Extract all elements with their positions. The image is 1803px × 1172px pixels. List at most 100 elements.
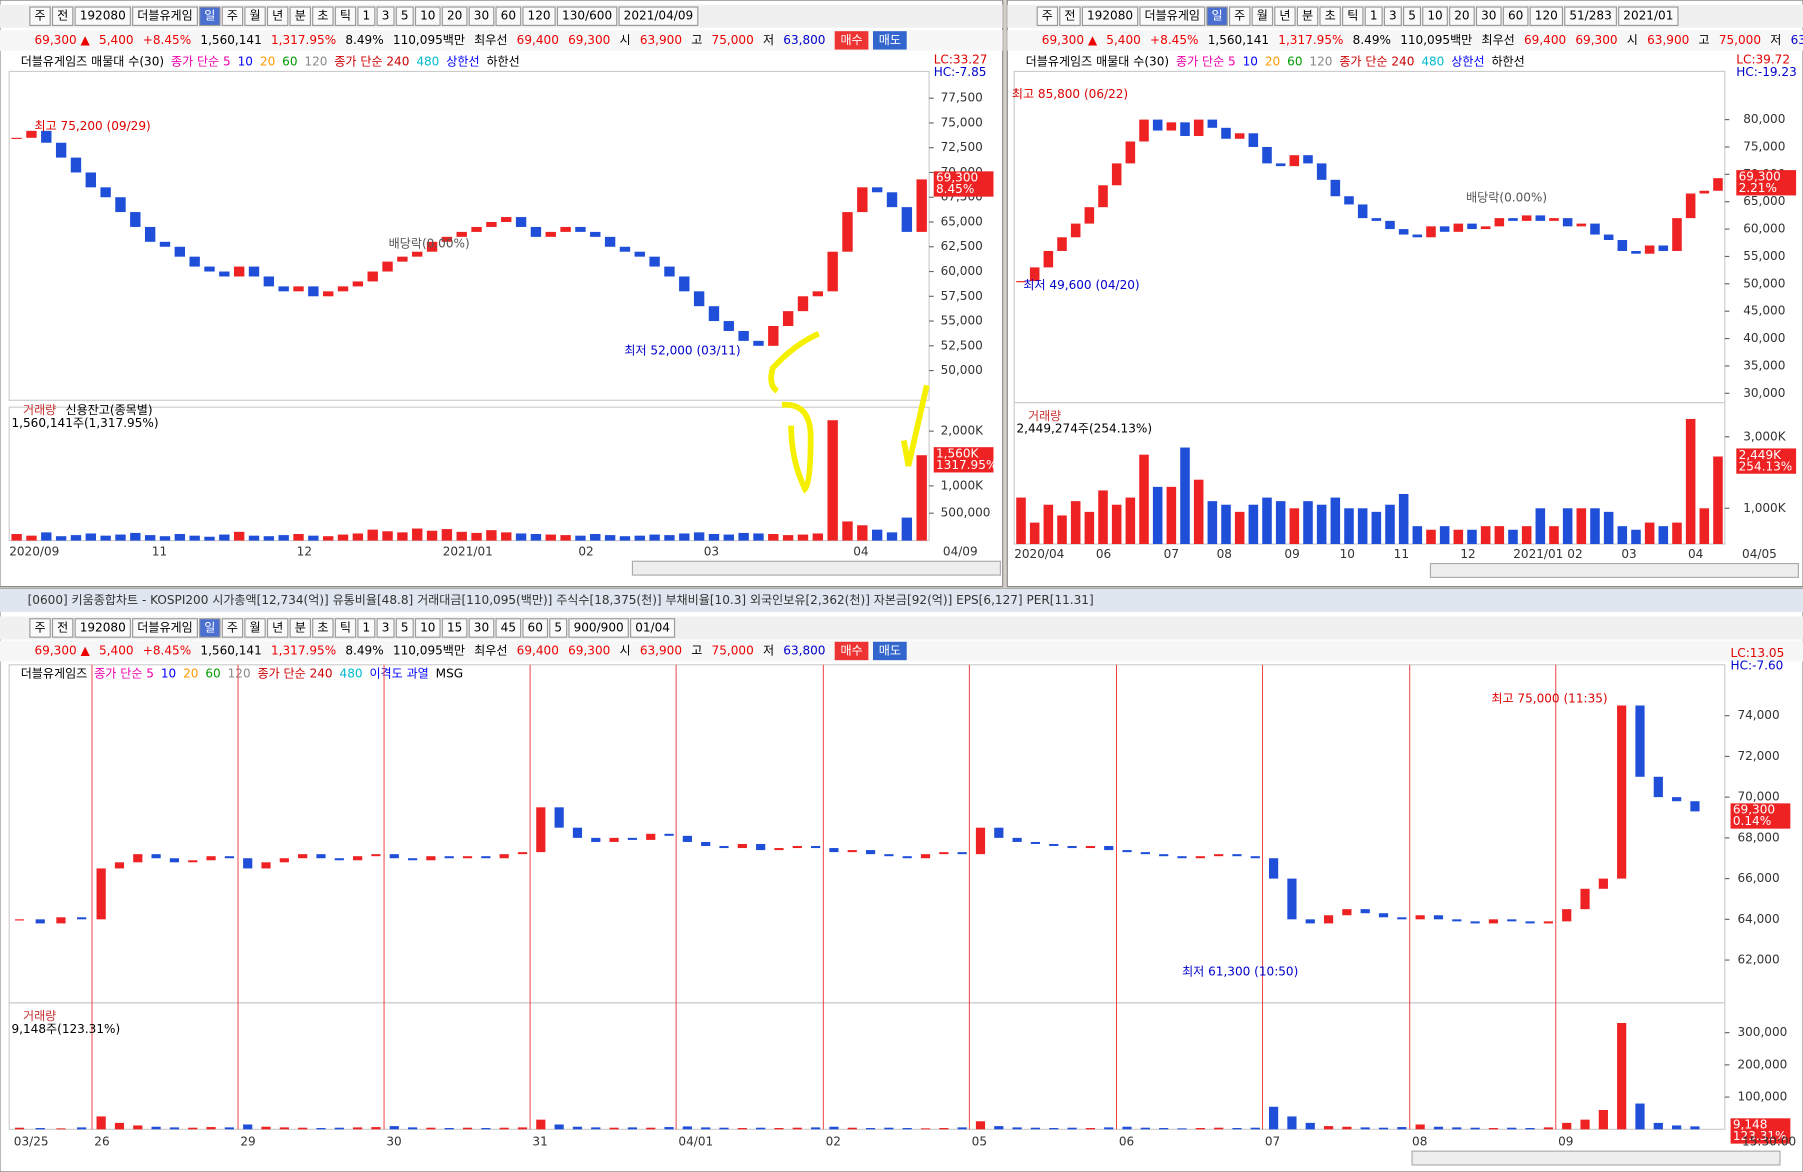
toolbar-button-box[interactable] bbox=[1081, 6, 1139, 27]
toolbar-button[interactable]: 5 bbox=[1408, 9, 1416, 23]
scrollbar[interactable] bbox=[1429, 563, 1799, 578]
toolbar-button[interactable]: 45 bbox=[501, 620, 516, 634]
toolbar-button[interactable]: 년 bbox=[272, 620, 283, 634]
toolbar-button[interactable]: 3 bbox=[382, 620, 390, 634]
toolbar-button-box[interactable] bbox=[312, 6, 334, 27]
toolbar-button-box[interactable] bbox=[29, 6, 51, 27]
toolbar-button-box[interactable] bbox=[199, 618, 221, 638]
toolbar-button-box[interactable] bbox=[244, 6, 266, 27]
toolbar-button-box[interactable] bbox=[357, 6, 376, 27]
toolbar-button-box[interactable] bbox=[1228, 6, 1251, 27]
toolbar-button[interactable]: 분 bbox=[295, 9, 306, 23]
toolbar-button[interactable]: 15 bbox=[447, 620, 462, 634]
toolbar-button[interactable]: 전 bbox=[57, 9, 68, 23]
toolbar-button-box[interactable] bbox=[1403, 6, 1422, 27]
toolbar-button-box[interactable] bbox=[1274, 6, 1296, 27]
toolbar-button[interactable]: 120 bbox=[528, 9, 551, 23]
toolbar-button-box[interactable] bbox=[74, 6, 131, 27]
toolbar-button-box[interactable] bbox=[441, 618, 468, 638]
toolbar-button-box[interactable] bbox=[51, 6, 74, 27]
toolbar-button-box[interactable] bbox=[1036, 6, 1059, 27]
toolbar-button[interactable]: 60 bbox=[501, 9, 516, 23]
toolbar-button-box[interactable] bbox=[1502, 6, 1529, 27]
toolbar-button[interactable]: 130/600 bbox=[562, 9, 612, 23]
toolbar-button-box[interactable] bbox=[522, 6, 556, 27]
toolbar-button-box[interactable] bbox=[334, 618, 357, 638]
order-button-box[interactable] bbox=[872, 31, 907, 50]
toolbar-button-box[interactable] bbox=[221, 6, 244, 27]
toolbar-button[interactable]: 월 bbox=[249, 620, 260, 634]
toolbar-button[interactable]: 1 bbox=[363, 9, 371, 23]
order-button-box[interactable] bbox=[834, 31, 869, 50]
toolbar-button[interactable]: 일 bbox=[204, 620, 215, 634]
toolbar-button[interactable]: 더블유게임 bbox=[137, 9, 193, 23]
toolbar-button[interactable]: 192080 bbox=[80, 620, 126, 634]
order-button[interactable]: 매수 bbox=[840, 643, 862, 657]
toolbar-button[interactable]: 20 bbox=[447, 9, 462, 23]
toolbar-button-box[interactable] bbox=[244, 618, 266, 638]
toolbar-button[interactable]: 더블유게임 bbox=[1145, 9, 1201, 23]
toolbar-button[interactable]: 20 bbox=[1454, 9, 1469, 23]
toolbar-button[interactable]: 분 bbox=[1302, 9, 1313, 23]
toolbar-button-box[interactable] bbox=[568, 618, 629, 638]
toolbar-button[interactable]: 주 bbox=[34, 9, 45, 23]
toolbar-button-box[interactable] bbox=[1206, 6, 1228, 27]
toolbar-button-box[interactable] bbox=[395, 6, 414, 27]
toolbar-button-box[interactable] bbox=[51, 618, 74, 638]
order-button[interactable]: 매수 bbox=[840, 33, 862, 47]
toolbar-button[interactable]: 60 bbox=[1508, 9, 1523, 23]
toolbar-button[interactable]: 초 bbox=[317, 620, 328, 634]
toolbar-button[interactable]: 2021/04/09 bbox=[624, 9, 694, 23]
scrollbar[interactable] bbox=[631, 560, 1001, 576]
toolbar-button-box[interactable] bbox=[618, 6, 699, 27]
toolbar-button-box[interactable] bbox=[334, 6, 357, 27]
order-button-box[interactable] bbox=[834, 641, 869, 661]
toolbar-button-box[interactable] bbox=[1364, 6, 1383, 27]
toolbar-button-box[interactable] bbox=[289, 618, 311, 638]
toolbar-button-box[interactable] bbox=[266, 6, 289, 27]
toolbar-button-box[interactable] bbox=[1319, 6, 1341, 27]
toolbar-button-box[interactable] bbox=[1139, 6, 1206, 27]
toolbar-button-box[interactable] bbox=[1618, 6, 1679, 27]
toolbar-button-box[interactable] bbox=[1251, 6, 1274, 27]
toolbar-button[interactable]: 01/04 bbox=[635, 620, 670, 634]
toolbar-button-box[interactable] bbox=[1564, 6, 1617, 27]
toolbar-button-box[interactable] bbox=[1449, 6, 1475, 27]
toolbar-button-box[interactable] bbox=[556, 6, 618, 27]
toolbar-button[interactable]: 일 bbox=[1212, 9, 1223, 23]
toolbar-button[interactable]: 5 bbox=[554, 620, 562, 634]
scrollbar[interactable] bbox=[1411, 1150, 1781, 1166]
toolbar-button-box[interactable] bbox=[1383, 6, 1402, 27]
toolbar-button-box[interactable] bbox=[1059, 6, 1081, 27]
order-button-box[interactable] bbox=[872, 641, 907, 661]
toolbar-button[interactable]: 틱 bbox=[340, 620, 351, 634]
toolbar-button[interactable]: 192080 bbox=[1087, 9, 1133, 23]
toolbar-button[interactable]: 3 bbox=[1389, 9, 1397, 23]
toolbar-button-box[interactable] bbox=[74, 618, 131, 638]
toolbar-button[interactable]: 주 bbox=[1042, 9, 1053, 23]
toolbar-button[interactable]: 년 bbox=[272, 9, 283, 23]
toolbar-button[interactable]: 월 bbox=[249, 9, 260, 23]
toolbar-button-box[interactable] bbox=[414, 618, 441, 638]
toolbar-button-box[interactable] bbox=[376, 618, 395, 638]
toolbar-button-box[interactable] bbox=[549, 618, 568, 638]
toolbar-button[interactable]: 30 bbox=[1481, 9, 1496, 23]
toolbar-button[interactable]: 192080 bbox=[80, 9, 126, 23]
toolbar-button[interactable]: 주 bbox=[227, 9, 238, 23]
toolbar-button-box[interactable] bbox=[357, 618, 376, 638]
toolbar-button[interactable]: 주 bbox=[34, 620, 45, 634]
toolbar-button-box[interactable] bbox=[132, 618, 198, 638]
toolbar-button[interactable]: 2021/01 bbox=[1623, 9, 1673, 23]
toolbar-button[interactable]: 10 bbox=[420, 620, 435, 634]
toolbar-button-box[interactable] bbox=[495, 6, 522, 27]
toolbar-button-box[interactable] bbox=[414, 6, 441, 27]
toolbar-button-box[interactable] bbox=[395, 618, 414, 638]
toolbar-button[interactable]: 1 bbox=[1370, 9, 1378, 23]
toolbar-button[interactable]: 10 bbox=[420, 9, 435, 23]
toolbar-button[interactable]: 초 bbox=[317, 9, 328, 23]
toolbar-button[interactable]: 30 bbox=[474, 620, 489, 634]
toolbar-button[interactable]: 초 bbox=[1325, 9, 1336, 23]
toolbar-button-box[interactable] bbox=[630, 618, 676, 638]
toolbar-button[interactable]: 5 bbox=[401, 620, 409, 634]
toolbar-button-box[interactable] bbox=[468, 6, 495, 27]
